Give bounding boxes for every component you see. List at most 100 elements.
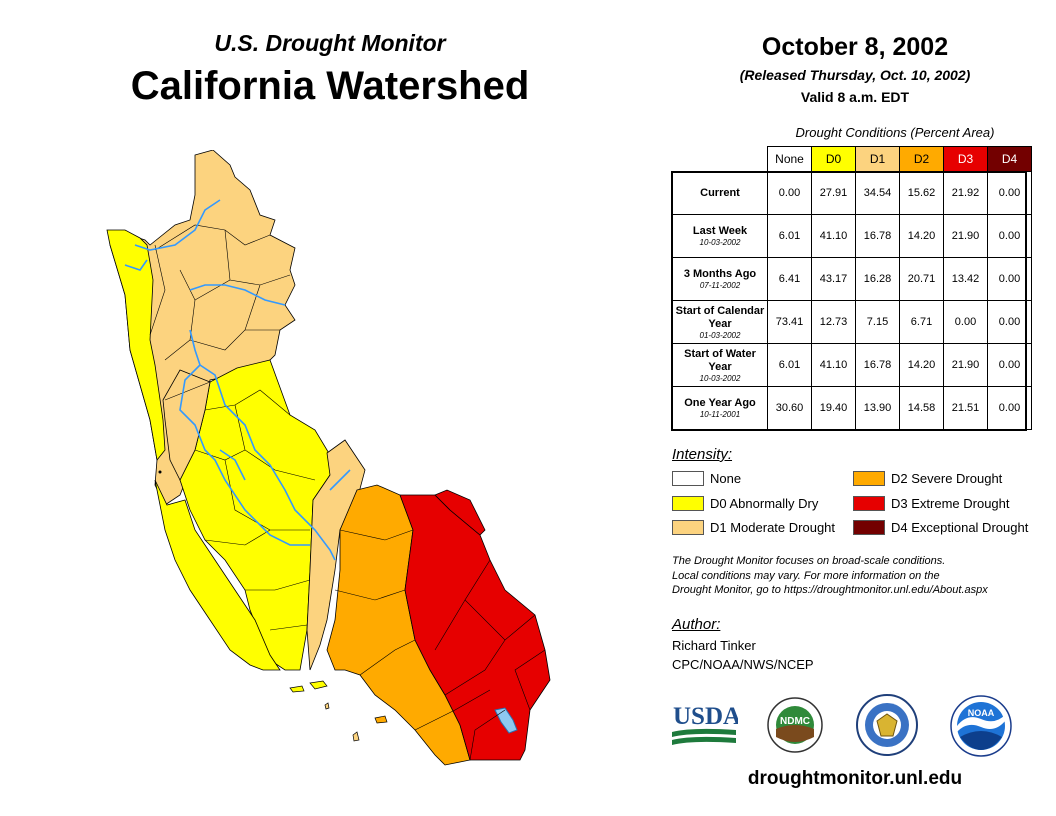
row-label: Last Week 10-03-2002: [672, 215, 768, 258]
row-date: 01-03-2002: [673, 331, 767, 340]
row-label-text: 3 Months Ago: [684, 268, 756, 280]
table-cell: 19.40: [812, 387, 856, 430]
legend-item-none: None: [672, 471, 741, 486]
table-cell: 6.01: [768, 344, 812, 387]
map-title: California Watershed: [60, 64, 600, 109]
column-header-none: None: [768, 147, 812, 172]
row-label: Start of Calendar Year 01-03-2002: [672, 301, 768, 344]
drought-conditions-table: None D0 D1 D2 D3 D4 Current 0.00 27.91 3…: [671, 146, 1032, 430]
table-cell: 0.00: [988, 344, 1032, 387]
table-cell: 16.28: [856, 258, 900, 301]
row-date: 10-03-2002: [673, 238, 767, 247]
column-header-d2: D2: [900, 147, 944, 172]
table-cell: 0.00: [988, 301, 1032, 344]
author-name: Richard Tinker: [672, 638, 756, 653]
table-cell: 14.58: [900, 387, 944, 430]
usda-logo: USDA: [672, 700, 738, 750]
row-label-text: Current: [700, 187, 740, 199]
noaa-logo-text: NOAA: [968, 708, 995, 718]
ndmc-logo-text: NDMC: [780, 716, 810, 727]
row-date: 10-03-2002: [673, 374, 767, 383]
table-cell: 6.41: [768, 258, 812, 301]
author-heading: Author:: [672, 616, 720, 633]
table-cell: 15.62: [900, 172, 944, 215]
legend-swatch: [672, 496, 704, 511]
table-cell: 0.00: [988, 387, 1032, 430]
table-cell: 16.78: [856, 344, 900, 387]
column-header-d1: D1: [856, 147, 900, 172]
table-cell: 12.73: [812, 301, 856, 344]
legend-label: D1 Moderate Drought: [710, 520, 835, 535]
note-line: The Drought Monitor focuses on broad-sca…: [672, 554, 1042, 569]
legend-item-d0: D0 Abnormally Dry: [672, 496, 818, 511]
row-date: 10-11-2001: [673, 410, 767, 419]
table-cell: 21.90: [944, 215, 988, 258]
row-label: 3 Months Ago 07-11-2002: [672, 258, 768, 301]
commerce-seal-logo: [855, 694, 919, 756]
row-label-text: Start of Water Year: [684, 348, 756, 373]
table-cell: 13.42: [944, 258, 988, 301]
table-cell: 0.00: [768, 172, 812, 215]
table-row: Start of Calendar Year 01-03-2002 73.41 1…: [672, 301, 1032, 344]
table-row: One Year Ago 10-11-2001 30.60 19.40 13.90…: [672, 387, 1032, 430]
table-cell: 73.41: [768, 301, 812, 344]
legend-item-d1: D1 Moderate Drought: [672, 520, 835, 535]
legend-item-d2: D2 Severe Drought: [853, 471, 1002, 486]
table-corner: [672, 147, 768, 172]
table-header-row: None D0 D1 D2 D3 D4: [672, 147, 1032, 172]
legend-label: D3 Extreme Drought: [891, 496, 1010, 511]
legend-label: D0 Abnormally Dry: [710, 496, 818, 511]
table-cell: 30.60: [768, 387, 812, 430]
legend-item-d4: D4 Exceptional Drought: [853, 520, 1028, 535]
legend-swatch: [853, 471, 885, 486]
row-label-text: One Year Ago: [684, 397, 756, 409]
author-organization: CPC/NOAA/NWS/NCEP: [672, 657, 814, 672]
table-cell: 34.54: [856, 172, 900, 215]
table-cell: 43.17: [812, 258, 856, 301]
website-url[interactable]: droughtmonitor.unl.edu: [700, 768, 1010, 790]
table-cell: 21.90: [944, 344, 988, 387]
noaa-logo: NOAA: [950, 695, 1012, 757]
column-header-d4: D4: [988, 147, 1032, 172]
table-cell: 0.00: [988, 215, 1032, 258]
column-header-d3: D3: [944, 147, 988, 172]
legend-title: Intensity:: [672, 446, 732, 463]
table-cell: 41.10: [812, 344, 856, 387]
table-cell: 0.00: [988, 172, 1032, 215]
note-line: Drought Monitor, go to https://droughtmo…: [672, 583, 1042, 598]
valid-time: Valid 8 a.m. EDT: [700, 89, 1010, 105]
conditions-table-title: Drought Conditions (Percent Area): [760, 125, 1030, 140]
note-line: Local conditions may vary. For more info…: [672, 569, 1042, 584]
legend-swatch: [853, 496, 885, 511]
table-cell: 0.00: [944, 301, 988, 344]
table-row: Start of Water Year 10-03-2002 6.01 41.10…: [672, 344, 1032, 387]
column-header-d0: D0: [812, 147, 856, 172]
release-date: (Released Thursday, Oct. 10, 2002): [690, 67, 1020, 83]
island: [159, 471, 162, 474]
table-row: Last Week 10-03-2002 6.01 41.10 16.78 14.…: [672, 215, 1032, 258]
table-cell: 14.20: [900, 344, 944, 387]
legend-item-d3: D3 Extreme Drought: [853, 496, 1010, 511]
island: [353, 732, 359, 741]
table-cell: 20.71: [900, 258, 944, 301]
table-cell: 27.91: [812, 172, 856, 215]
table-cell: 14.20: [900, 215, 944, 258]
row-label: One Year Ago 10-11-2001: [672, 387, 768, 430]
legend-label: None: [710, 471, 741, 486]
table-cell: 21.92: [944, 172, 988, 215]
row-label: Current: [672, 172, 768, 215]
table-cell: 6.71: [900, 301, 944, 344]
table-cell: 41.10: [812, 215, 856, 258]
row-date: 07-11-2002: [673, 281, 767, 290]
row-label-text: Last Week: [693, 225, 747, 237]
row-label: Start of Water Year 10-03-2002: [672, 344, 768, 387]
legend-label: D4 Exceptional Drought: [891, 520, 1028, 535]
map-subtitle: U.S. Drought Monitor: [160, 30, 500, 57]
date-title: October 8, 2002: [700, 33, 1010, 62]
table-cell: 16.78: [856, 215, 900, 258]
table-cell: 21.51: [944, 387, 988, 430]
usda-logo-text: USDA: [673, 703, 738, 730]
island: [290, 686, 304, 692]
table-cell: 6.01: [768, 215, 812, 258]
table-cell: 0.00: [988, 258, 1032, 301]
